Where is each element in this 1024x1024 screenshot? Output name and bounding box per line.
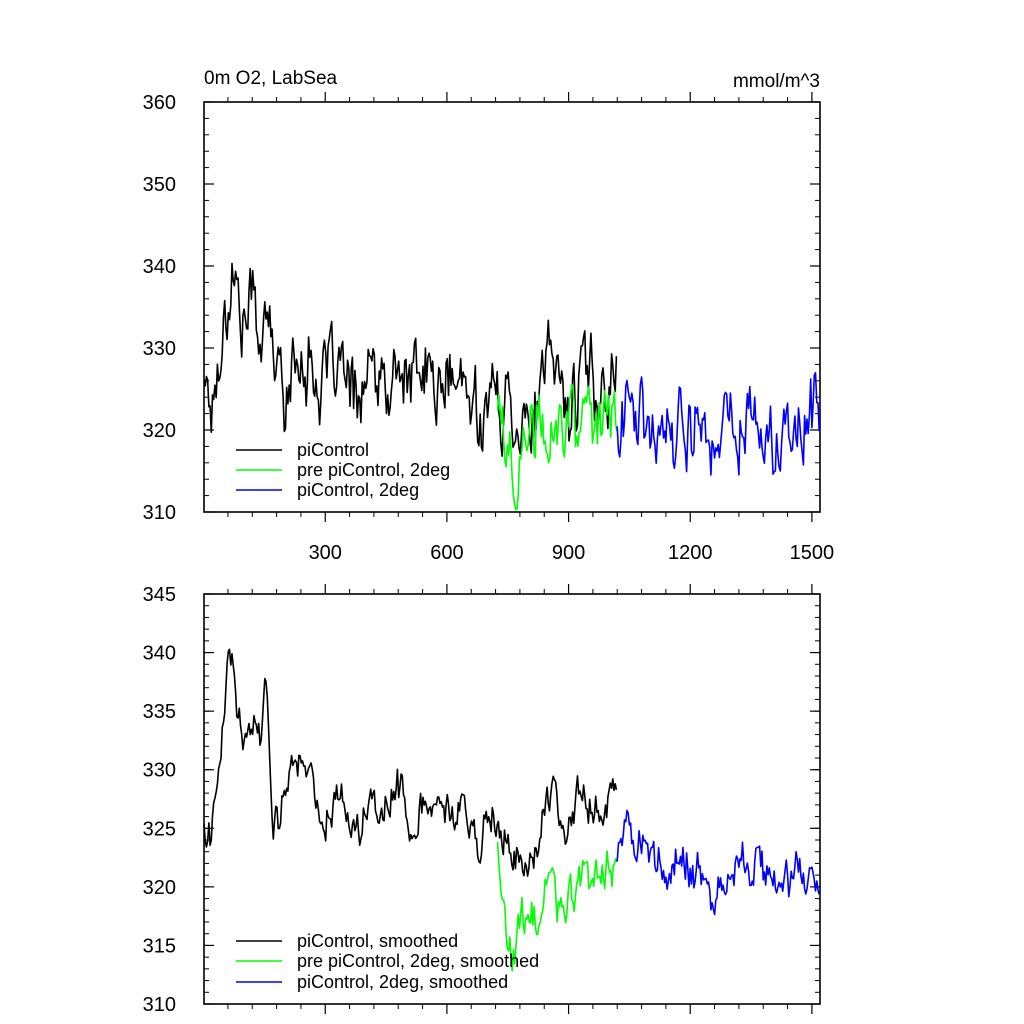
top-series-2-line — [616, 371, 820, 476]
bottom-ytick-label: 335 — [143, 701, 176, 723]
bottom-ticks: 310 315 320 325 330 335 340 345 — [143, 584, 820, 1016]
top-legend-label-2: piControl, 2deg — [297, 480, 419, 500]
bottom-ytick-label: 330 — [143, 760, 176, 782]
top-xtick-label: 900 — [552, 542, 585, 564]
top-ytick-label: 340 — [143, 256, 176, 278]
bottom-ytick-label: 310 — [143, 994, 176, 1016]
top-ytick-label: 350 — [143, 174, 176, 196]
bottom-ytick-label: 345 — [143, 584, 176, 606]
top-xtick-label: 1200 — [668, 542, 713, 564]
top-ytick-label: 310 — [143, 502, 176, 524]
bottom-legend-label-0: piControl, smoothed — [297, 931, 458, 951]
bottom-series-0-line — [203, 648, 618, 877]
bottom-series — [203, 648, 820, 972]
top-series-1-line — [496, 383, 618, 511]
top-legend: piControl pre piControl, 2deg piControl,… — [236, 440, 450, 500]
top-panel: 310 320 330 340 350 360 300 600 900 1200 1500 0m O… — [143, 68, 835, 564]
top-ytick-label: 330 — [143, 338, 176, 360]
top-plot-frame — [203, 101, 821, 513]
top-series-0-line — [203, 262, 618, 458]
bottom-ytick-label: 320 — [143, 877, 176, 899]
top-ticks: 310 320 330 340 350 360 300 600 900 1200 1500 — [143, 92, 835, 564]
bottom-ytick-label: 325 — [143, 818, 176, 840]
bottom-plot-frame — [203, 593, 821, 1005]
top-ytick-label: 320 — [143, 420, 176, 442]
bottom-ytick-label: 340 — [143, 643, 176, 665]
top-legend-label-0: piControl — [297, 440, 369, 460]
top-xtick-label: 1500 — [790, 542, 835, 564]
top-xtick-label: 600 — [430, 542, 463, 564]
bottom-panel: 310 315 320 325 330 335 340 345 piControl, smoo… — [143, 584, 821, 1016]
bottom-legend-label-1: pre piControl, 2deg, smoothed — [297, 951, 539, 971]
bottom-series-2-line — [616, 809, 820, 916]
bottom-legend: piControl, smoothed pre piControl, 2deg,… — [236, 931, 539, 992]
top-ytick-label: 360 — [143, 92, 176, 114]
top-xtick-label: 300 — [309, 542, 342, 564]
top-series — [203, 262, 820, 511]
bottom-series-1-line — [496, 841, 618, 972]
bottom-ytick-label: 315 — [143, 935, 176, 957]
top-title-left: 0m O2, LabSea — [204, 68, 338, 89]
top-title-right: mmol/m^3 — [733, 71, 820, 92]
top-legend-label-1: pre piControl, 2deg — [297, 460, 450, 480]
bottom-legend-label-2: piControl, 2deg, smoothed — [297, 972, 508, 992]
